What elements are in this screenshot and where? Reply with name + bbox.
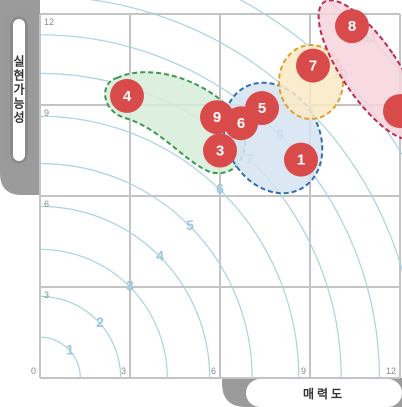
- points: 1 3 4 56 7 8 9: [110, 9, 402, 177]
- data-point: 7: [296, 48, 330, 83]
- data-point: 4: [110, 78, 144, 113]
- contour-arc: [39, 162, 253, 379]
- y-tick-label: 12: [44, 17, 54, 27]
- point-label: 4: [123, 88, 132, 105]
- contour-label: 2: [96, 314, 104, 330]
- contour-arc: [39, 115, 300, 379]
- point-label: 1: [297, 152, 305, 169]
- data-point: 3: [203, 133, 237, 168]
- y-tick-label: 6: [44, 199, 49, 209]
- point-label: 8: [348, 18, 356, 35]
- point-label: 9: [213, 109, 221, 126]
- x-tick-label: 12: [386, 366, 396, 376]
- x-tick-label: 9: [301, 366, 306, 376]
- x-tick-label: 3: [121, 366, 126, 376]
- contour-label: 5: [186, 217, 194, 233]
- contour-label: 6: [216, 181, 224, 197]
- point-marker: [296, 48, 330, 83]
- contour-arc: [39, 336, 81, 379]
- contour-label: 1: [66, 341, 74, 357]
- x-tick-label: 6: [211, 366, 216, 376]
- point-marker: [335, 9, 369, 44]
- y-axis-title: 실현가능성: [4, 10, 34, 170]
- point-marker: [110, 78, 144, 113]
- point-marker: [383, 94, 402, 129]
- point-label: 5: [258, 100, 266, 117]
- contour-arc: [39, 295, 122, 379]
- point-label: 3: [216, 142, 224, 159]
- y-tick-label: 3: [44, 290, 49, 300]
- contour-label: 4: [156, 247, 164, 263]
- x-tick-label: 0: [31, 366, 36, 376]
- contour-arc: [39, 248, 168, 379]
- data-point: 1: [284, 142, 318, 177]
- y-tick-label: 9: [44, 108, 49, 118]
- point-marker: [203, 133, 237, 168]
- data-point: [383, 94, 402, 129]
- contour-label: 3: [126, 278, 134, 294]
- x-axis-title: 매력도: [246, 379, 402, 407]
- point-label: 7: [309, 58, 317, 75]
- point-marker: [200, 100, 234, 135]
- contour-arc: [39, 205, 211, 379]
- point-label: 6: [237, 115, 245, 132]
- data-point: 9: [200, 100, 234, 135]
- data-point: 8: [335, 9, 369, 44]
- point-marker: [284, 142, 318, 177]
